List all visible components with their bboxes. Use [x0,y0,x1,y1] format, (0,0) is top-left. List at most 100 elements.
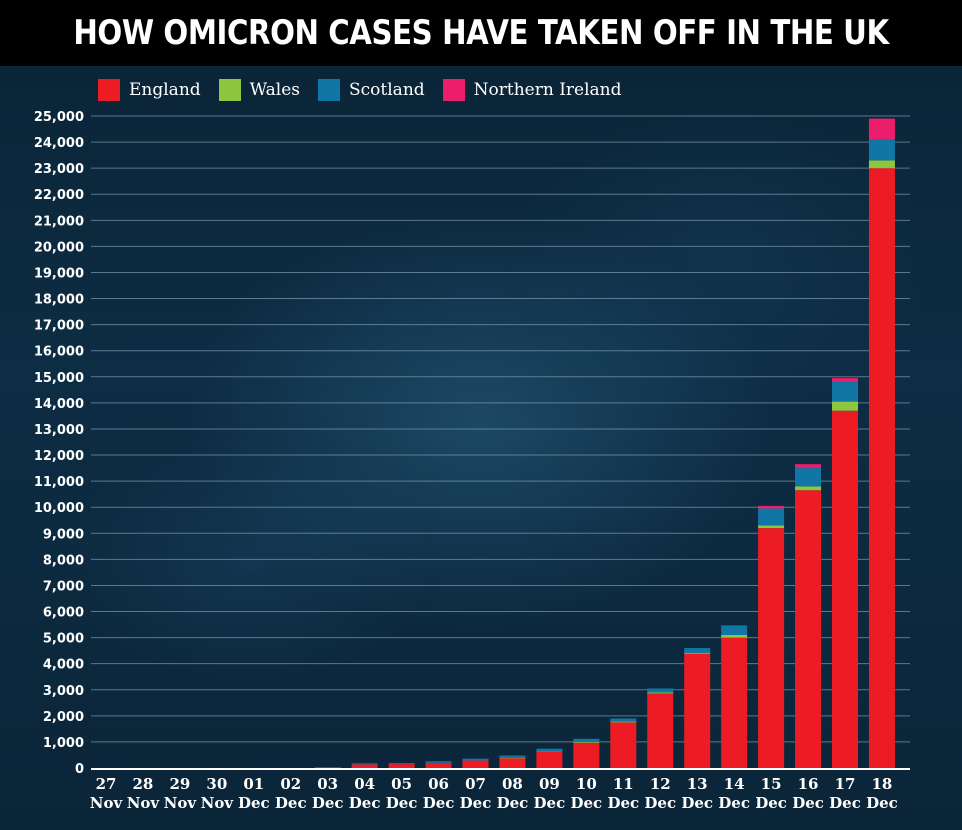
x-tick-day: 10 [576,775,597,793]
y-tick-label: 17,000 [34,319,84,334]
bar-segment-england [868,168,895,768]
x-tick-day: 14 [724,775,745,793]
bar-segment-scotland [795,468,822,487]
x-tick-month: Dec [792,794,824,812]
y-tick-label: 6,000 [43,606,84,621]
legend-label-scotland: Scotland [349,80,425,100]
y-tick-label: 5,000 [43,632,84,647]
bar-segment-wales [684,652,711,654]
y-tick-label: 24,000 [34,136,84,151]
x-tick-month: Dec [423,794,455,812]
bar-segment-scotland [462,758,489,761]
x-tick-day: 28 [133,775,154,793]
legend-swatch-wales [218,79,241,101]
x-tick-month: Nov [164,794,198,812]
x-tick-month: Dec [238,794,270,812]
legend-item-scotland: Scotland [318,79,425,101]
y-tick-label: 16,000 [34,345,84,360]
bar-segment-wales [795,486,822,491]
bar-segment-wales [647,692,674,694]
x-tick-month: Dec [312,794,344,812]
x-tick-day: 18 [872,775,893,793]
x-tick-month: Dec [681,794,713,812]
x-tick-day: 03 [317,775,338,793]
x-tick-month: Dec [349,794,381,812]
bar-segment-england [721,637,748,768]
bar-segment-scotland [314,767,341,768]
bar-segment-scotland [684,648,711,653]
bar-segment-england [610,722,637,768]
bar-segment-wales [832,401,858,411]
legend-swatch-scotland [318,79,341,101]
x-tick-month: Dec [755,794,787,812]
title-bar: HOW OMICRON CASES HAVE TAKEN OFF IN THE … [0,0,962,66]
bar-segment-wales [758,525,785,529]
x-tick-day: 09 [539,775,560,793]
y-tick-label: 1,000 [43,736,84,751]
y-tick-label: 7,000 [43,579,84,594]
bar-segment-scotland [388,763,415,765]
y-tick-label: 0 [75,762,84,777]
bar-segment-scotland [868,139,895,161]
x-tick-month: Dec [607,794,639,812]
x-tick-day: 29 [169,775,190,793]
bar-segment-wales [721,634,748,638]
y-tick-label: 3,000 [43,684,84,699]
legend-label-wales: Wales [249,80,301,100]
bar-segment-england [425,762,452,768]
bar-segment-scotland [610,718,637,722]
bar-segment-wales [499,757,526,759]
bar-segment-england [647,693,674,768]
legend: England Wales Scotland Northern Ireland [98,77,640,103]
y-tick-label: 13,000 [34,423,84,438]
bar-segment-scotland [425,761,452,763]
bar-segment-wales [868,160,895,169]
x-tick-month: Nov [201,794,235,812]
bar-segment-wales [573,741,600,743]
y-tick-label: 20,000 [34,240,84,255]
bar-segment-england [462,760,489,768]
legend-item-northern-ireland: Northern Ireland [442,79,622,101]
bar-segment-scotland [351,763,378,765]
y-tick-label: 22,000 [34,188,84,203]
x-tick-month: Dec [829,794,861,812]
y-tick-label: 11,000 [34,475,84,490]
bar-segment-scotland [573,738,600,742]
x-tick-day: 12 [650,775,671,793]
bar-segment-england [536,751,563,768]
x-tick-day: 08 [502,775,523,793]
x-tick-day: 17 [835,775,856,793]
x-tick-day: 07 [465,775,486,793]
y-tick-label: 14,000 [34,397,84,412]
bar-segment-scotland [647,688,674,693]
bar-segment-wales [610,721,637,723]
bar-segment-england [388,764,415,768]
x-tick-day: 27 [96,775,117,793]
x-tick-day: 01 [243,775,264,793]
x-tick-day: 15 [761,775,782,793]
x-tick-month: Dec [534,794,566,812]
x-tick-month: Dec [866,794,898,812]
bar-segment-northern-ireland [832,378,858,383]
x-tick-day: 16 [798,775,819,793]
legend-label-northern-ireland: Northern Ireland [473,80,622,100]
x-tick-month: Dec [275,794,307,812]
chart-title: HOW OMICRON CASES HAVE TAKEN OFF IN THE … [73,13,889,53]
legend-swatch-northern-ireland [442,79,465,101]
x-tick-month: Dec [497,794,529,812]
y-tick-label: 21,000 [34,214,84,229]
bar-segment-scotland [832,382,858,402]
bar-segment-scotland [758,508,785,526]
x-tick-month: Dec [460,794,492,812]
x-tick-day: 13 [687,775,708,793]
legend-item-wales: Wales [218,79,301,101]
bar-segment-wales [536,751,563,752]
bar-segment-northern-ireland [758,505,785,509]
bar-segment-england [684,653,711,768]
x-tick-month: Dec [386,794,418,812]
legend-item-england: England [98,79,201,101]
legend-swatch-england [98,79,120,101]
bar-segment-england [314,767,341,768]
